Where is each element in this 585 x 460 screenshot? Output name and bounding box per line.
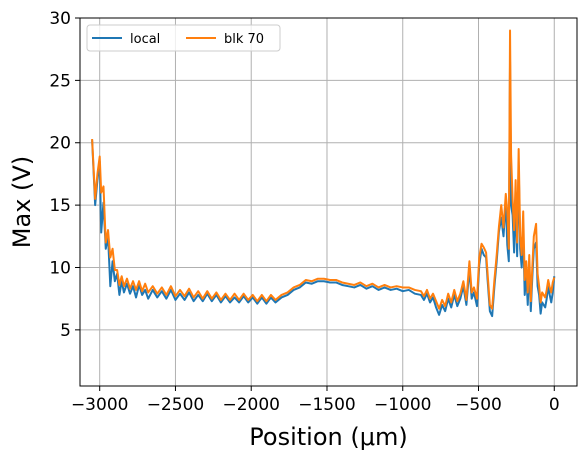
y-tick-label: 25 (49, 71, 71, 91)
plot-area-frame (79, 17, 578, 387)
x-tick-label: −1000 (374, 395, 432, 415)
x-tick-label: −2000 (222, 395, 280, 415)
legend-box (86, 24, 281, 52)
x-tick-label: −2500 (147, 395, 205, 415)
legend-label-local: local (130, 32, 160, 47)
grid (80, 17, 577, 386)
series-group (91, 29, 556, 318)
y-tick-label: 15 (49, 196, 71, 216)
x-tick-label: −500 (455, 395, 502, 415)
x-tick-label: 0 (549, 395, 560, 415)
legend-label-blk-70: blk 70 (224, 32, 264, 47)
y-axis-title: Max (V) (8, 156, 36, 248)
y-tick-label: 5 (60, 321, 71, 341)
series-line-blk-70 (91, 29, 556, 310)
x-tick-label: −3000 (71, 395, 129, 415)
y-tick-label: 30 (49, 9, 71, 29)
x-tick-label: −1500 (298, 395, 356, 415)
ticks: −3000 −2500 −2000 −1500 −1000 −500 0 5 10 15 20 25 3… (49, 9, 559, 415)
legend: local blk 70 (86, 24, 281, 52)
x-axis-title: Position (μm) (249, 423, 407, 451)
y-tick-label: 10 (49, 258, 71, 278)
y-tick-label: 20 (49, 134, 71, 154)
